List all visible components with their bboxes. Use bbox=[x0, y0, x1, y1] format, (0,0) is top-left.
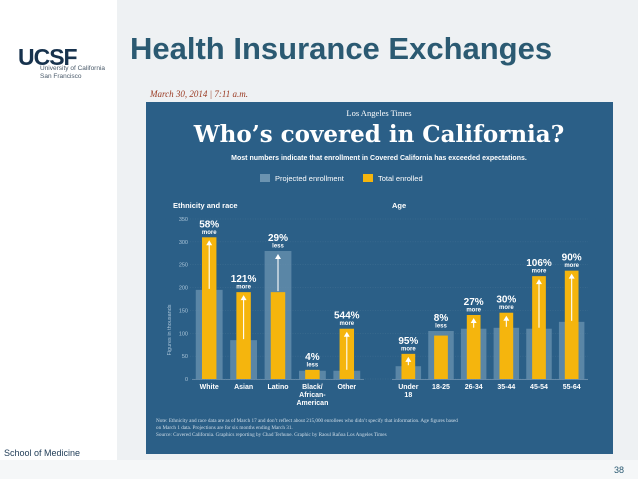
category-label: 45-54 bbox=[530, 384, 548, 391]
chart-svg: Los Angeles Times Who’s covered in Calif… bbox=[156, 108, 588, 438]
change-arrow-head bbox=[206, 240, 213, 246]
category-label: African- bbox=[299, 392, 326, 399]
slide-title: Health Insurance Exchanges bbox=[130, 31, 553, 66]
ethnicity-enrolled-bar bbox=[270, 292, 286, 379]
age-enrolled-bar bbox=[499, 312, 514, 379]
legend-enrolled-label: Total enrolled bbox=[378, 174, 423, 183]
category-label: 35-44 bbox=[497, 384, 515, 391]
category-label: Black/ bbox=[302, 384, 323, 391]
ucsf-logo: UCSF University of California San Franci… bbox=[18, 46, 113, 96]
sidebar: UCSF University of California San Franci… bbox=[0, 0, 117, 479]
y-tick-label: 300 bbox=[179, 240, 188, 246]
change-direction-label: less bbox=[435, 324, 447, 330]
note-line-1: Note: Ethnicity and race data are as of … bbox=[156, 417, 458, 424]
change-direction-label: more bbox=[202, 230, 217, 236]
ethnicity-enrolled-bar bbox=[305, 369, 320, 379]
legend-enrolled-swatch bbox=[363, 174, 373, 182]
y-tick-label: 250 bbox=[179, 263, 188, 269]
news-graphic: Los Angeles Times Who’s covered in Calif… bbox=[146, 102, 613, 454]
change-percent-label: 90% bbox=[562, 253, 582, 264]
age-enrolled-bar bbox=[466, 315, 481, 379]
category-label: White bbox=[200, 384, 219, 391]
category-label: 18 bbox=[404, 392, 412, 399]
slide-footer bbox=[0, 460, 638, 479]
category-label: Under bbox=[398, 384, 419, 391]
age-panel-title: Age bbox=[392, 201, 406, 210]
category-label: American bbox=[296, 400, 328, 407]
change-arrow-head bbox=[405, 356, 412, 362]
change-direction-label: more bbox=[401, 346, 416, 352]
masthead: Los Angeles Times bbox=[346, 108, 411, 118]
ethnicity-panel-title: Ethnicity and race bbox=[173, 201, 238, 210]
category-label: 18-25 bbox=[432, 384, 450, 391]
change-percent-label: 121% bbox=[231, 274, 257, 285]
logo-subtitle-1: University of California bbox=[40, 65, 106, 72]
change-direction-label: more bbox=[499, 305, 514, 311]
change-percent-label: 8% bbox=[434, 313, 449, 324]
change-arrow-head bbox=[275, 254, 281, 259]
y-axis-label: Figures in thousands bbox=[167, 304, 173, 355]
logo-mark: UCSF bbox=[18, 44, 78, 70]
y-tick-label: 200 bbox=[179, 286, 188, 292]
change-percent-label: 27% bbox=[464, 297, 484, 308]
category-label: Other bbox=[337, 384, 356, 391]
y-tick-label: 350 bbox=[179, 217, 188, 223]
logo-subtitle-2: San Francisco bbox=[40, 73, 82, 80]
page-number: 38 bbox=[613, 465, 624, 475]
change-direction-label: less bbox=[272, 244, 284, 250]
change-percent-label: 4% bbox=[305, 352, 320, 363]
y-tick-label: 50 bbox=[182, 354, 188, 360]
change-arrow-head bbox=[470, 318, 477, 323]
change-arrow-head bbox=[568, 273, 575, 279]
subhead: Most numbers indicate that enrollment in… bbox=[231, 155, 527, 162]
source-line: Source: Covered California. Graphics rep… bbox=[156, 431, 387, 438]
change-percent-label: 95% bbox=[398, 336, 418, 347]
category-label: 55-64 bbox=[563, 384, 581, 391]
headline: Who’s covered in California? bbox=[193, 121, 564, 148]
change-arrow-head bbox=[536, 279, 542, 285]
age-enrolled-bar bbox=[401, 353, 416, 379]
y-tick-label: 0 bbox=[185, 377, 188, 383]
legend-projected-swatch bbox=[260, 174, 270, 182]
legend-projected-label: Projected enrollment bbox=[275, 174, 345, 183]
change-percent-label: 106% bbox=[526, 258, 552, 269]
change-percent-label: 58% bbox=[199, 219, 219, 230]
change-direction-label: more bbox=[466, 308, 481, 314]
change-direction-label: more bbox=[532, 269, 547, 275]
change-percent-label: 30% bbox=[496, 295, 516, 306]
school-label: School of Medicine bbox=[4, 448, 81, 458]
change-direction-label: more bbox=[236, 285, 251, 291]
change-arrow-head bbox=[343, 331, 350, 337]
category-label: Asian bbox=[234, 384, 253, 391]
y-tick-label: 150 bbox=[179, 308, 188, 314]
change-arrow-head bbox=[503, 315, 510, 321]
change-percent-label: 544% bbox=[334, 311, 360, 322]
change-direction-label: more bbox=[564, 263, 579, 269]
change-direction-label: more bbox=[339, 321, 354, 327]
figure-dateline: March 30, 2014 | 7:11 a.m. bbox=[150, 89, 248, 99]
change-percent-label: 29% bbox=[268, 233, 288, 244]
age-enrolled-bar bbox=[564, 270, 579, 379]
note-line-2: on March 1 data. Projections are for six… bbox=[156, 424, 293, 431]
ethnicity-enrolled-bar bbox=[201, 237, 217, 379]
change-arrow-head bbox=[240, 295, 247, 301]
y-tick-label: 100 bbox=[179, 331, 188, 337]
change-direction-label: less bbox=[307, 362, 319, 368]
category-label: Latino bbox=[268, 384, 289, 391]
category-label: 26-34 bbox=[465, 384, 483, 391]
age-enrolled-bar bbox=[434, 335, 448, 379]
